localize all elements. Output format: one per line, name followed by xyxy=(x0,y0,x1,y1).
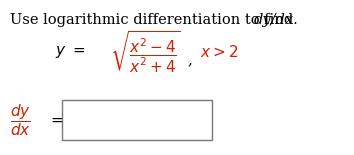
Text: Use logarithmic differentiation to find: Use logarithmic differentiation to find xyxy=(10,13,298,27)
Text: dy/dx.: dy/dx. xyxy=(254,13,299,27)
Text: $\dfrac{dy}{dx}$: $\dfrac{dy}{dx}$ xyxy=(10,102,31,138)
Text: $y\ =\ $: $y\ =\ $ xyxy=(55,44,85,60)
Bar xyxy=(62,100,212,140)
Text: $\sqrt{\dfrac{x^2-4}{x^2+4}}$: $\sqrt{\dfrac{x^2-4}{x^2+4}}$ xyxy=(110,29,181,75)
Text: ,: , xyxy=(187,53,192,67)
Text: $=$: $=$ xyxy=(48,113,64,127)
Text: $x>2$: $x>2$ xyxy=(200,44,238,60)
